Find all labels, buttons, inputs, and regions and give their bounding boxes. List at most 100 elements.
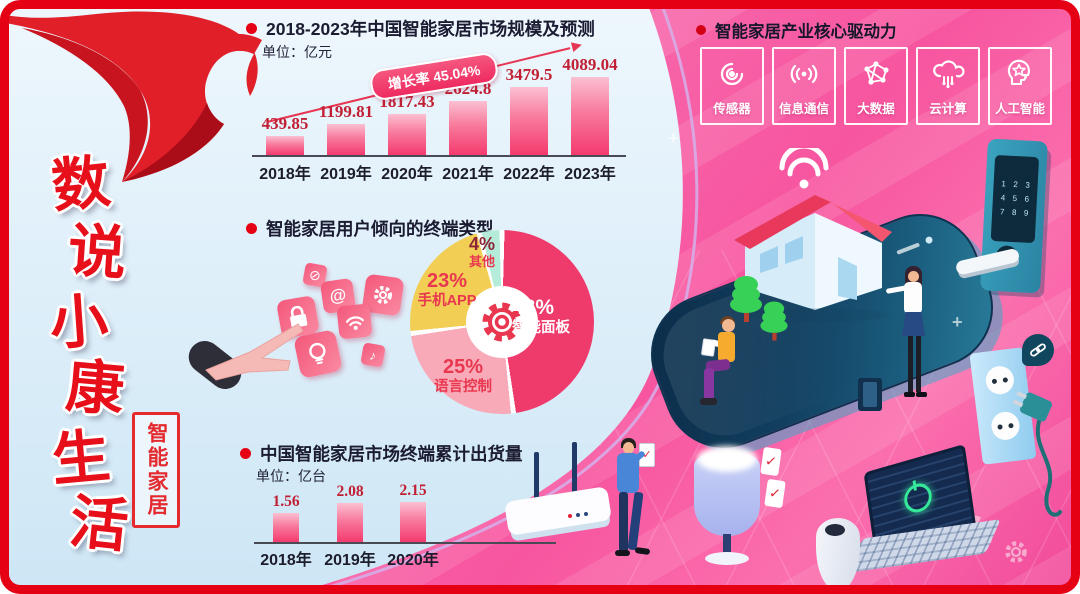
x-axis-label: 2018年 [260, 552, 312, 569]
driver-label: 人工智能 [994, 102, 1045, 116]
lock-app-icon [275, 294, 321, 340]
smart-speaker-illustration [816, 518, 860, 590]
bar-2023年 [571, 77, 609, 155]
market-x-labels: 2018年 2019年 2020年 2021年 2022年 2023年 [254, 160, 626, 184]
smart-home-tag-label: 智能家居 [145, 422, 168, 518]
drivers-card-row: 传感器 信息通信 大数据 云计算 [700, 47, 1052, 125]
pie-label-mobile-app: 23% 手机APP [417, 270, 477, 309]
x-axis-label: 2023年 [564, 166, 616, 183]
bullet-dot-icon [696, 25, 706, 35]
lock-key-4: 4 [1000, 193, 1006, 203]
lock-key-3: 3 [1025, 180, 1031, 190]
bulb-app-icon [293, 329, 343, 379]
banner-char-6: 活 [66, 489, 132, 560]
house-illustration [734, 195, 892, 322]
pointing-hand-icon [205, 323, 304, 381]
wifi-router-illustration [503, 442, 616, 547]
shipment-x-axis [254, 542, 556, 544]
x-axis-label: 2019年 [320, 166, 372, 183]
market-chart-unit: 单位：亿元 [262, 44, 332, 60]
lock-key-8: 8 [1011, 207, 1017, 218]
shipment-chart-unit: 单位：亿台 [256, 468, 326, 484]
bullet-dot-icon [246, 223, 257, 234]
gear-app-icon [361, 273, 405, 317]
ai-icon [1007, 59, 1030, 86]
x-axis-label: 2021年 [442, 166, 494, 183]
smart-lamp-illustration [690, 446, 764, 576]
lock-key-6: 6 [1024, 194, 1030, 204]
bar-value-label: 2.08 [336, 483, 364, 501]
music-note-icon [360, 342, 386, 368]
market-bars-plot: 439.85 1199.81 1817.43 2624.8 3479.5 4089.04 [254, 55, 626, 155]
bar-2022年 [510, 86, 548, 155]
person-standing-woman [885, 266, 938, 408]
pie-title-row: 智能家居用户倾向的终端类型 [246, 216, 494, 241]
bar-2019年 [337, 503, 363, 542]
driver-label: 大数据 [857, 102, 895, 116]
x-axis-label: 2020年 [381, 166, 433, 183]
bar-2020年 [388, 113, 426, 155]
bigdata-icon [864, 61, 889, 85]
driver-card-cloud: 云计算 [916, 47, 980, 125]
gear-icon [482, 302, 522, 342]
red-ribbon-decoration [0, 11, 262, 183]
sensor-icon [720, 62, 744, 86]
terminal-type-pie: 48% 智能面板 25% 语言控制 23% 手机APP 4% 其他 [410, 230, 594, 414]
bar-value-label: 1199.81 [318, 101, 374, 121]
x-axis-label: 2020年 [387, 552, 439, 569]
tree-icon [730, 276, 762, 322]
bar-value-label: 1.56 [272, 492, 300, 510]
person-sitting-man [700, 316, 748, 436]
pie-center [466, 286, 538, 358]
driver-label: 云计算 [929, 102, 967, 116]
tree-icon [760, 301, 788, 341]
person-standing-man: ✓ [604, 438, 660, 580]
lock-key-2: 2 [1013, 179, 1019, 190]
bar-2019年 [327, 123, 365, 155]
driver-card-communication: 信息通信 [772, 47, 836, 125]
wall-switch-panel [858, 378, 882, 411]
pie-label-other: 4% 其他 [468, 234, 495, 269]
banner-char-2: 说 [65, 218, 129, 287]
market-chart-title: 2018-2023年中国智能家居市场规模及预测 [266, 19, 595, 39]
wifi-app-icon [336, 303, 373, 340]
checklist-item-icon [760, 446, 782, 477]
x-axis-label: 2018年 [259, 166, 311, 183]
banner-char-4: 康 [63, 353, 127, 424]
pie-label-voice-control: 25% 语言控制 [434, 356, 492, 395]
plus-decoration [668, 128, 679, 149]
phone-camera-icon [924, 235, 934, 245]
x-axis-label: 2019年 [324, 552, 376, 569]
driver-label: 传感器 [713, 102, 751, 116]
bullet-dot-icon [240, 448, 251, 459]
bar-value-label: 2.15 [399, 482, 427, 499]
x-axis-label: 2022年 [503, 166, 555, 183]
lock-key-7: 7 [999, 207, 1005, 217]
market-chart-title-row: 2018-2023年中国智能家居市场规模及预测 [246, 16, 595, 41]
driver-card-sensor: 传感器 [700, 47, 764, 125]
bar-value-label: 4089.04 [562, 55, 618, 74]
drivers-title: 智能家居产业核心驱动力 [715, 23, 897, 41]
cloud-icon [933, 60, 965, 89]
banner-char-1: 数 [48, 149, 114, 220]
lock-key-1: 1 [1001, 179, 1007, 189]
driver-card-ai: 人工智能 [988, 47, 1052, 125]
plus-decoration [952, 312, 963, 333]
shipment-bars-plot: 1.56 2.08 2.15 [256, 480, 556, 542]
bar-2018年 [273, 512, 299, 542]
bar-2018年 [266, 135, 304, 155]
lock-key-9: 9 [1023, 208, 1029, 218]
laptop-illustration [846, 443, 1006, 576]
plug-cord [1035, 416, 1062, 517]
lock-key-5: 5 [1012, 193, 1018, 204]
banner-char-3: 小 [47, 288, 111, 357]
banner-char-5: 生 [49, 423, 113, 494]
checklist-item-icon [764, 478, 786, 509]
shipment-chart-title-row: 中国智能家居市场终端累计出货量 [240, 441, 523, 466]
gear-outline-icon [1005, 541, 1027, 563]
pie-title: 智能家居用户倾向的终端类型 [266, 219, 494, 239]
wifi-icon [779, 148, 829, 189]
shipment-chart-title: 中国智能家居市场终端累计出货量 [260, 444, 523, 464]
link-bubble-icon [1022, 334, 1054, 366]
